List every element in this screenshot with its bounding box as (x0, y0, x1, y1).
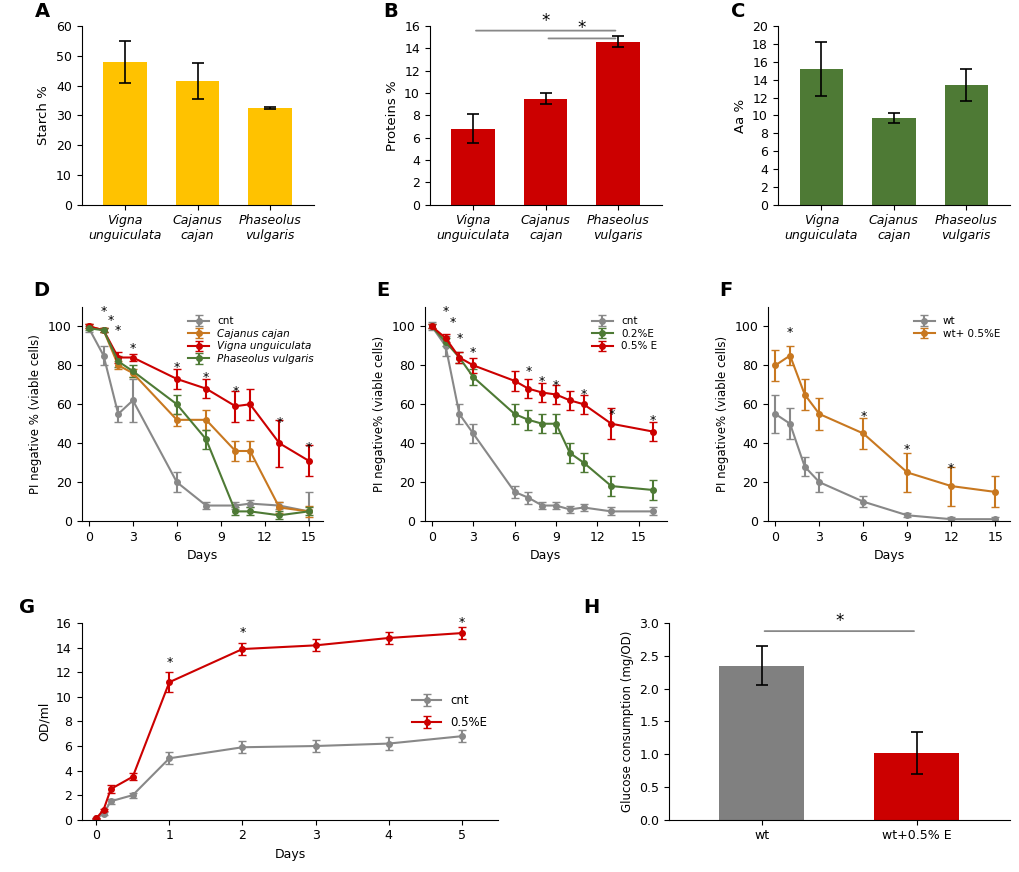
Text: H: H (583, 598, 599, 617)
Text: *: * (442, 304, 448, 317)
Text: *: * (539, 375, 545, 388)
Text: *: * (459, 616, 465, 629)
Y-axis label: Proteins %: Proteins % (385, 80, 398, 151)
Text: *: * (525, 365, 531, 378)
Bar (103, 62, 147, 205)
Text: *: * (173, 361, 179, 374)
Bar (944, 85, 987, 205)
Text: *: * (577, 19, 586, 37)
Text: B: B (383, 3, 397, 21)
X-axis label: Days: Days (530, 549, 560, 562)
Text: D: D (34, 281, 49, 300)
Text: *: * (947, 462, 954, 475)
Text: *: * (449, 317, 455, 330)
Y-axis label: PI negative% (viable cells): PI negative% (viable cells) (372, 336, 385, 492)
Text: *: * (649, 413, 655, 426)
Y-axis label: Starch %: Starch % (38, 85, 50, 146)
Legend: cnt, 0.2%E, 0.5% E: cnt, 0.2%E, 0.5% E (587, 312, 660, 356)
Y-axis label: PI negative% (viable cells): PI negative% (viable cells) (715, 336, 729, 492)
Text: *: * (232, 385, 238, 398)
Text: A: A (35, 3, 50, 21)
Text: *: * (580, 388, 586, 401)
Text: *: * (108, 315, 114, 327)
Bar (524, 99, 567, 205)
Bar (596, 42, 639, 205)
Text: *: * (859, 410, 865, 423)
Text: G: G (19, 598, 36, 617)
Text: E: E (376, 281, 389, 300)
Text: *: * (552, 378, 558, 392)
Y-axis label: Glucose consumption (mg/OD): Glucose consumption (mg/OD) (620, 630, 633, 812)
Text: C: C (731, 3, 745, 21)
Bar (871, 118, 915, 205)
Y-axis label: Aa %: Aa % (733, 99, 746, 133)
Legend: cnt, 0.5%E: cnt, 0.5%E (407, 689, 492, 734)
X-axis label: Days: Days (274, 848, 306, 861)
Bar (175, 81, 219, 205)
X-axis label: Days: Days (186, 549, 218, 562)
Text: *: * (306, 441, 312, 454)
Text: *: * (835, 612, 843, 630)
X-axis label: Days: Days (872, 549, 904, 562)
Text: *: * (276, 416, 282, 429)
Text: F: F (719, 281, 733, 300)
Text: *: * (115, 324, 121, 337)
Text: *: * (455, 332, 462, 345)
Bar (799, 69, 842, 205)
Bar (718, 666, 804, 820)
Bar (451, 129, 494, 205)
Text: *: * (787, 326, 793, 339)
Text: *: * (470, 345, 476, 358)
Text: *: * (239, 625, 246, 638)
Legend: wt, wt+ 0.5%E: wt, wt+ 0.5%E (909, 312, 1004, 343)
Text: *: * (166, 657, 172, 669)
Text: *: * (541, 11, 549, 30)
Bar (873, 753, 959, 820)
Text: *: * (903, 443, 910, 456)
Text: *: * (607, 408, 613, 421)
Text: *: * (129, 342, 136, 355)
Text: *: * (203, 371, 209, 384)
Y-axis label: PI negative % (viable cells): PI negative % (viable cells) (30, 334, 43, 494)
Legend: cnt, Cajanus cajan, Vigna unguiculata, Phaseolus vulgaris: cnt, Cajanus cajan, Vigna unguiculata, P… (183, 312, 318, 368)
Bar (249, 108, 291, 205)
Text: *: * (100, 304, 107, 317)
Y-axis label: OD/ml: OD/ml (38, 702, 50, 741)
